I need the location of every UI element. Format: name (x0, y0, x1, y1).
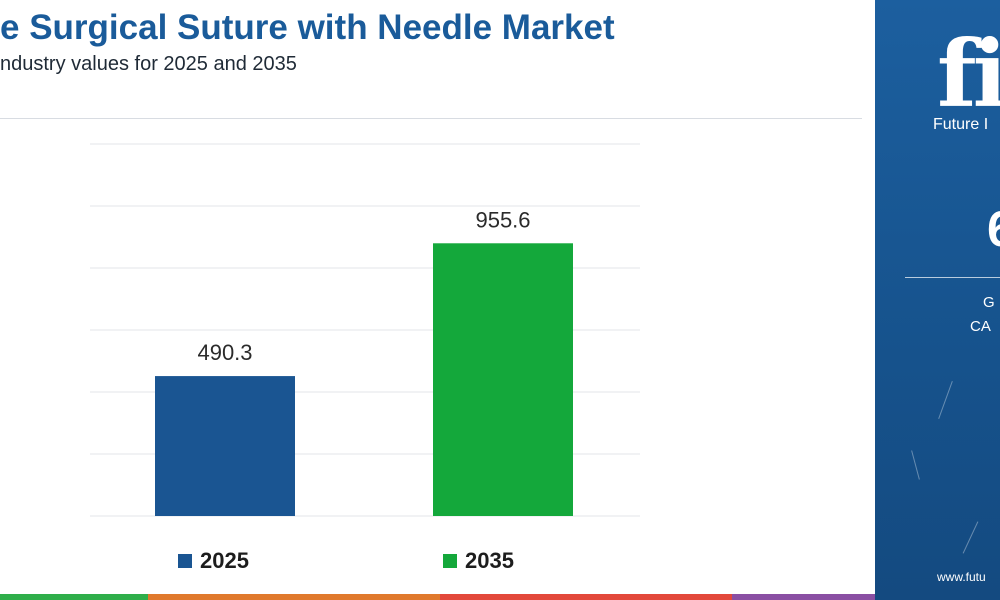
website-url: www.futu (937, 570, 986, 584)
chart-title: e Surgical Suture with Needle Market (0, 8, 615, 47)
legend-item-2035: 2035 (443, 548, 514, 574)
chart-header: e Surgical Suture with Needle Market ndu… (0, 0, 862, 119)
cagr-value: 6 (987, 200, 1000, 258)
chart-legend: 2025 2035 (0, 548, 700, 578)
panel-divider (905, 277, 1000, 278)
legend-swatch-2035 (443, 554, 457, 568)
footer-color-bar (0, 594, 875, 600)
data-label-2035: 955.6 (475, 207, 530, 232)
decorative-stroke (962, 521, 979, 554)
cagr-label-line-1: G (983, 294, 995, 311)
footer-segment-green (0, 594, 148, 600)
footer-segment-purple (732, 594, 875, 600)
footer-segment-orange (148, 594, 440, 600)
cagr-label-line-2: CA (970, 318, 991, 335)
bars (155, 243, 573, 516)
chart-subtitle: ndustry values for 2025 and 2035 (0, 53, 297, 75)
bar-chart: 490.3 955.6 (90, 143, 640, 517)
bar-2025 (155, 376, 295, 516)
legend-label-2025: 2025 (200, 548, 249, 573)
company-logo-icon: fi (937, 20, 1000, 128)
decorative-stroke (938, 381, 953, 419)
data-label-2025: 490.3 (197, 340, 252, 365)
decorative-stroke (911, 450, 920, 480)
side-panel: fi Future I 6 G CA www.futu (875, 0, 1000, 600)
company-name: Future I (933, 116, 989, 133)
footer-segment-red (440, 594, 732, 600)
bar-2035 (433, 243, 573, 516)
legend-label-2035: 2035 (465, 548, 514, 573)
data-labels: 490.3 955.6 (197, 207, 530, 365)
legend-item-2025: 2025 (178, 548, 249, 574)
legend-swatch-2025 (178, 554, 192, 568)
